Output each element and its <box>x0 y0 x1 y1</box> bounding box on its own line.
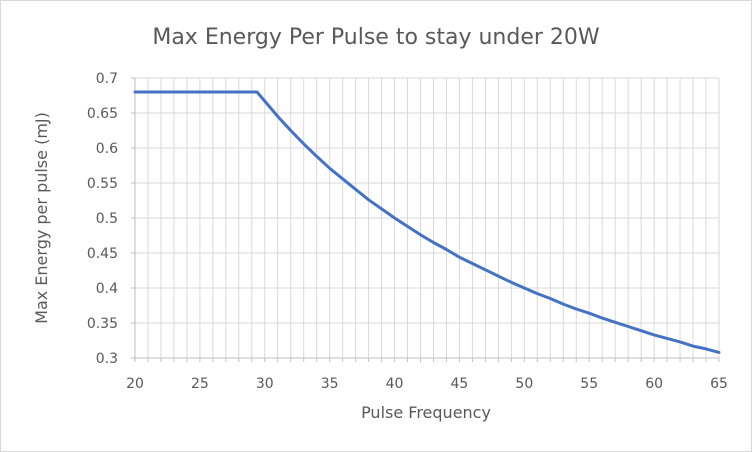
y-tick-label: 0.45 <box>87 246 118 262</box>
y-axis-title: Max Energy per pulse (mJ) <box>32 112 51 324</box>
gridlines <box>134 77 720 359</box>
x-tick-label: 35 <box>321 376 339 392</box>
y-tick-label: 0.5 <box>96 211 118 227</box>
y-tick-label: 0.3 <box>96 351 118 367</box>
x-tick-label: 30 <box>256 376 274 392</box>
x-tick-label: 45 <box>451 376 469 392</box>
x-tick-label: 65 <box>710 376 728 392</box>
y-tick-label: 0.4 <box>96 281 118 297</box>
x-axis-ticks: 20 25 30 35 40 45 50 55 60 65 <box>126 376 728 392</box>
y-tick-label: 0.6 <box>96 141 118 157</box>
x-tick-label: 25 <box>191 376 209 392</box>
x-axis-title: Pulse Frequency <box>361 403 491 422</box>
x-tick-label: 40 <box>386 376 404 392</box>
y-tick-label: 0.7 <box>96 71 118 87</box>
y-axis-ticks: 0.3 0.35 0.4 0.45 0.5 0.55 0.6 0.65 0.7 <box>87 71 118 367</box>
chart-title: Max Energy Per Pulse to stay under 20W <box>152 25 600 50</box>
x-tick-label: 60 <box>645 376 663 392</box>
x-tick-label: 50 <box>515 376 533 392</box>
y-tick-label: 0.35 <box>87 316 118 332</box>
x-tick-label: 55 <box>580 376 598 392</box>
plot-series <box>133 90 721 354</box>
x-tick-label: 20 <box>126 376 144 392</box>
series-line <box>133 90 721 354</box>
y-tick-label: 0.55 <box>87 176 118 192</box>
y-tick-label: 0.65 <box>87 106 118 122</box>
axes <box>131 77 720 362</box>
